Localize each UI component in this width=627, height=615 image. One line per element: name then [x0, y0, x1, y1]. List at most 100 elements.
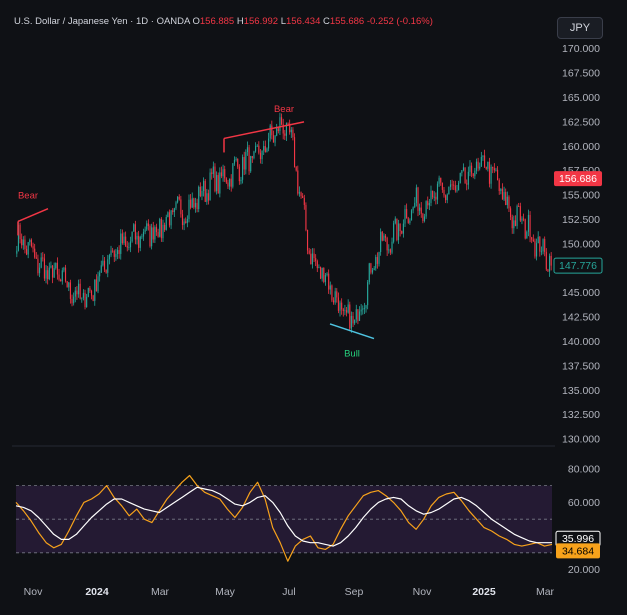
candle-body	[51, 265, 54, 278]
candle-body	[201, 190, 203, 197]
candle-body	[128, 247, 130, 249]
candle-body	[164, 224, 166, 230]
candle-body	[514, 220, 517, 226]
candle-body	[454, 185, 456, 191]
candle-body	[334, 291, 336, 303]
candle-body	[240, 179, 242, 182]
candle-body	[141, 236, 143, 238]
candle-body	[487, 161, 489, 169]
candle-body	[24, 239, 26, 250]
candle-body	[53, 268, 55, 278]
candle-body	[534, 241, 536, 257]
candle-body	[183, 221, 185, 226]
candle-body	[30, 239, 32, 247]
candle-body	[188, 199, 190, 220]
candle-body	[336, 291, 338, 298]
candle-body	[209, 172, 211, 201]
candle-body	[271, 125, 273, 136]
candle-body	[324, 275, 326, 282]
candle-body	[99, 272, 101, 277]
candle-body	[339, 302, 341, 311]
candle-body	[484, 155, 486, 167]
symbol-title: U.S. Dollar / Japanese Yen · 1D · OANDA	[14, 16, 190, 27]
candle-body	[282, 124, 284, 134]
candle-body	[440, 177, 442, 183]
candle-body	[58, 274, 60, 280]
price-tag-text: 147.776	[559, 260, 597, 272]
candle-body	[259, 152, 262, 160]
candle-body	[419, 207, 421, 211]
candle-body	[537, 236, 539, 244]
candle-body	[190, 199, 192, 208]
candle-body	[297, 170, 299, 194]
candle-body	[224, 169, 226, 179]
candle-body	[110, 250, 112, 256]
candle-body	[321, 267, 323, 279]
candle-body	[73, 296, 75, 304]
candle-body	[280, 117, 283, 125]
candle-body	[238, 166, 240, 182]
last-price-tag	[554, 171, 602, 187]
candle-body	[37, 258, 39, 274]
candle-body	[131, 231, 133, 242]
candle-body	[430, 190, 432, 203]
candle-body	[373, 268, 375, 271]
candle-body	[203, 180, 205, 191]
candle-body	[255, 146, 257, 152]
high-value: 156.992	[243, 16, 279, 27]
candle-body	[482, 155, 484, 157]
candle-body	[433, 196, 435, 198]
candle-body	[177, 196, 179, 203]
candle-body	[474, 170, 476, 177]
candle-body	[32, 246, 34, 249]
candle-body	[475, 161, 478, 171]
candle-body	[227, 182, 229, 187]
candle-body	[118, 250, 120, 254]
candle-body	[235, 158, 237, 160]
candle-body	[547, 269, 549, 272]
candle-body	[233, 159, 236, 164]
candle-body	[498, 179, 500, 191]
candle-body	[396, 218, 398, 241]
candle-body	[71, 298, 73, 304]
price-tick-label: 132.500	[562, 409, 600, 421]
candle-body	[162, 224, 164, 239]
currency-button[interactable]: JPY	[557, 17, 603, 39]
price-tick-label: 165.000	[562, 92, 600, 104]
time-tick-label: Nov	[24, 586, 43, 598]
candle-body	[519, 206, 521, 221]
candle-body	[154, 227, 156, 240]
change-value: -0.252 (-0.16%)	[366, 16, 433, 27]
candle-body	[40, 257, 42, 268]
candle-body	[545, 251, 547, 270]
candle-body	[136, 235, 138, 240]
candle-body	[212, 166, 214, 174]
candle-body	[167, 212, 169, 218]
rsi-tick-label: 20.000	[568, 564, 600, 576]
candle-body	[264, 146, 266, 153]
candle-body	[38, 267, 41, 274]
candle-body	[220, 172, 223, 177]
candle-body	[420, 207, 422, 214]
candle-body	[186, 219, 188, 223]
candle-body	[55, 262, 57, 269]
candle-body	[432, 190, 434, 198]
divergence-label: Bull	[344, 349, 360, 360]
candle-body	[539, 236, 541, 252]
candle-body	[27, 242, 29, 255]
price-tick-label: 142.500	[562, 312, 600, 324]
rsi-line	[15, 474, 553, 562]
candle-body	[409, 220, 411, 223]
candle-body	[441, 182, 443, 190]
candle-body	[503, 192, 505, 200]
candle-body	[116, 250, 119, 255]
candle-body	[25, 249, 28, 255]
candle-body	[29, 239, 31, 243]
low-label: L	[280, 16, 287, 27]
candle-body	[214, 166, 216, 192]
candle-body	[510, 208, 512, 218]
candle-body	[500, 188, 502, 191]
candle-body	[168, 212, 171, 226]
candle-body	[425, 201, 427, 217]
